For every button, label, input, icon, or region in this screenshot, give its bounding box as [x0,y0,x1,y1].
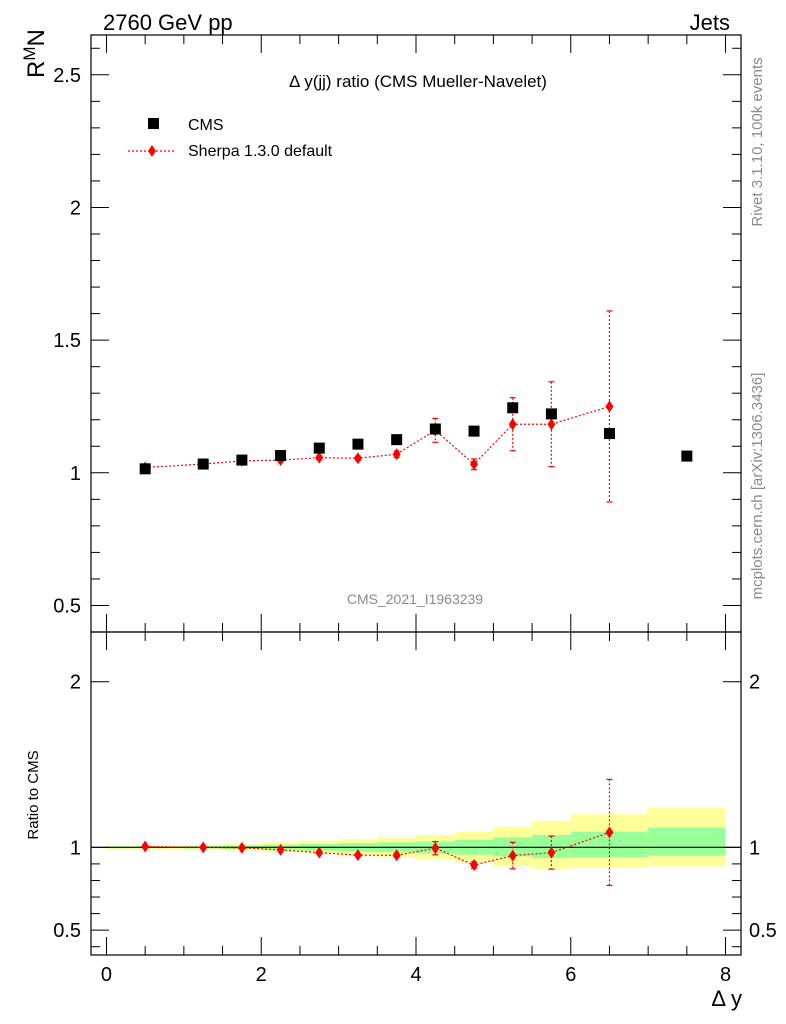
main-axis-ticks: 0.5 1 1.5 2 2.5 [53,35,741,633]
cms-point [468,425,480,437]
main-ylabel: RMN [20,29,50,78]
ratio-sherpa-point [605,826,614,839]
cms-point [545,408,557,420]
main-ytick-label: 1 [70,463,81,485]
svg-text:RMN: RMN [20,29,50,78]
cms-point [275,450,287,462]
main-sherpa-point [547,418,556,431]
ratio-panel-frame [90,631,742,956]
ratio-ytick-label-right: 1 [749,837,760,859]
ratio-ytick-label-right: 0.5 [749,920,777,942]
analysis-id: CMS_2021_I1963239 [347,591,483,607]
legend-cms-label: CMS [188,117,224,134]
panel-frames [90,34,742,956]
main-sherpa-point [605,400,614,413]
ratio-sherpa-point [199,841,208,854]
cms-point [391,434,403,446]
main-ytick-label: 2.5 [53,65,81,87]
cms-point [236,454,248,466]
x-tick-label: 0 [101,964,112,986]
legend-cms-marker [148,118,159,129]
legend-sherpa-label: Sherpa 1.3.0 default [188,143,333,160]
ratio-sherpa-point [315,846,324,859]
ratio-sherpa-point [237,841,246,854]
main-sherpa-point [470,458,479,471]
ratio-axis-ticks: 0.5 0.5 1 1 2 2 0 2 4 6 8 [53,632,777,986]
ratio-uncertainty-bands [91,807,741,869]
x-tick-label: 4 [410,964,421,986]
cms-point [429,423,441,435]
mcplots-label: mcplots.cern.ch [arXiv:1306.3436] [749,373,766,600]
rivet-label: Rivet 3.1.10, 100k events [749,57,766,226]
ratio-ytick-label-right: 2 [749,672,760,694]
cms-point [681,450,693,462]
main-sherpa-point [315,451,324,464]
ratio-ylabel: Ratio to CMS [25,750,42,839]
cms-point [352,438,364,450]
ratio-data-marks [141,778,614,887]
cms-point [313,442,325,454]
header-left: 2760 GeV pp [103,10,233,35]
main-data-marks [139,310,693,503]
main-ytick-label: 1.5 [53,330,81,352]
legend-sherpa-marker [148,145,156,157]
x-tick-label: 6 [565,964,576,986]
ratio-sherpa-point [276,843,285,856]
ratio-ytick-label-left: 0.5 [53,920,81,942]
header-right: Jets [690,10,730,35]
main-sherpa-point [392,448,401,461]
main-sherpa-point [508,418,517,431]
ratio-sherpa-point [547,846,556,859]
ratio-sherpa-point [508,849,517,862]
x-tick-label: 2 [256,964,267,986]
ratio-green-band [532,834,571,859]
x-tick-label: 8 [720,964,731,986]
ratio-ytick-label-left: 2 [70,672,81,694]
ratio-sherpa-point [353,849,362,862]
main-sherpa-line [145,405,610,469]
cms-point [139,463,151,475]
ratio-green-band [648,827,726,856]
main-sherpa-point [353,452,362,465]
cms-point [507,402,519,414]
ratio-sherpa-point [470,859,479,872]
main-ytick-label: 2 [70,197,81,219]
main-ytick-label: 0.5 [53,595,81,617]
x-axis-label: Δ y [711,986,742,1011]
ratio-sherpa-point [141,840,150,853]
legend: CMS Sherpa 1.3.0 default [128,117,333,160]
ratio-ytick-label-left: 1 [70,837,81,859]
ratio-sherpa-line [145,831,610,866]
cms-point [603,428,615,440]
ratio-sherpa-point [392,849,401,862]
ratio-sherpa-point [431,842,440,855]
cms-point [197,458,209,470]
main-title: Δ y(jj) ratio (CMS Mueller-Navelet) [289,72,547,91]
